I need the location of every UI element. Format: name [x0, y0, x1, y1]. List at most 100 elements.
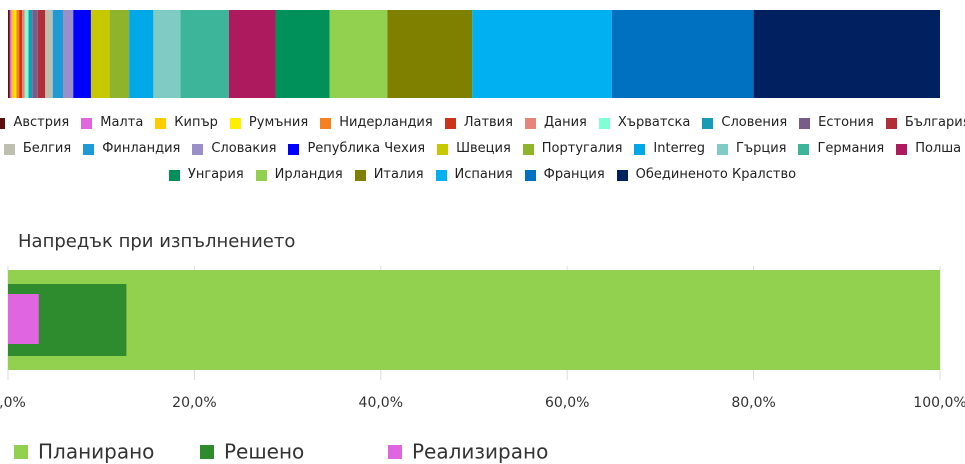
legend-label: Португалия [541, 141, 623, 156]
bar-segment [32, 10, 38, 98]
legend-label: Германия [817, 141, 885, 156]
legend-item[interactable]: Белгия [3, 136, 71, 162]
legend: Австрия Малта Кипър Румъния Нидерландия Латви… [0, 110, 965, 188]
legend-swatch [14, 445, 28, 459]
bar-segment [37, 10, 46, 98]
legend-label: Италия [373, 167, 424, 182]
legend-label: Кипър [174, 115, 218, 130]
bar-segment [62, 10, 74, 98]
x-tick-label: 60,0% [545, 395, 589, 411]
bar-segment [228, 10, 276, 98]
legend-item[interactable]: Латвия [444, 110, 513, 136]
bar-segment [11, 10, 15, 98]
legend-label: Финландия [102, 141, 181, 156]
legend-label: Полша [915, 141, 962, 156]
x-tick-label: 20,0% [172, 395, 216, 411]
legend-label: Естония [818, 115, 874, 130]
legend-label: Ирландия [274, 167, 343, 182]
legend-item[interactable]: Унгария [168, 162, 244, 188]
legend-swatch [0, 117, 6, 129]
bar-segment [45, 10, 53, 98]
legend-item[interactable]: Швеция [437, 136, 511, 162]
legend-label: Франция [543, 167, 605, 182]
bar-segment [21, 10, 25, 98]
legend-item[interactable]: Словения [702, 110, 787, 136]
legend-item[interactable]: Испания [435, 162, 513, 188]
legend-item[interactable]: Нидерландия [320, 110, 433, 136]
bar-segment [753, 10, 940, 98]
bar-segment [16, 10, 20, 98]
legend-item[interactable]: Франция [524, 162, 605, 188]
legend-swatch [799, 117, 811, 129]
legend-swatch [524, 117, 536, 129]
legend-item[interactable]: Дания [524, 110, 587, 136]
legend-label: Гърция [736, 141, 787, 156]
legend-swatch [200, 445, 214, 459]
legend-item[interactable]: Кипър [155, 110, 218, 136]
legend-label: Планирано [38, 440, 154, 464]
legend-item[interactable]: Италия [354, 162, 424, 188]
legend-label: Нидерландия [339, 115, 433, 130]
legend-item[interactable]: Португалия [522, 136, 623, 162]
legend-item[interactable]: Гърция [717, 136, 786, 162]
legend-item[interactable]: България [885, 110, 965, 136]
legend-swatch [702, 117, 714, 129]
legend-label: Словения [721, 115, 788, 130]
bar [8, 270, 940, 370]
bar-segment [275, 10, 330, 98]
legend-swatch [288, 143, 300, 155]
x-tick-label: 80,0% [731, 395, 775, 411]
legend-label: Словакия [211, 141, 277, 156]
legend-item[interactable]: Румъния [229, 110, 309, 136]
bar-segment [109, 10, 130, 98]
bar-segment [73, 10, 91, 98]
legend-item[interactable]: Австрия [0, 110, 69, 136]
legend-swatch [885, 117, 897, 129]
bar-segment [153, 10, 181, 98]
legend-item[interactable]: Хърватска [598, 110, 691, 136]
bar-segment [611, 10, 754, 98]
legend-swatch [320, 117, 332, 129]
legend-item[interactable]: Словакия [192, 136, 276, 162]
legend-swatch [155, 117, 167, 129]
legend-label: Хърватска [617, 115, 691, 130]
legend-swatch [616, 169, 628, 181]
bar-segment [9, 10, 12, 98]
legend-item[interactable]: Interreg [634, 136, 705, 162]
bar-segment [24, 10, 29, 98]
x-tick-label: 100,0% [913, 395, 965, 411]
legend-label: Испания [454, 167, 513, 182]
bar-segment [472, 10, 612, 98]
legend-item[interactable]: Република Чехия [288, 136, 425, 162]
legend-label: България [904, 115, 965, 130]
legend-item[interactable]: Естония [799, 110, 874, 136]
legend-item[interactable]: Обединеното Кралство [616, 162, 796, 188]
legend-label: Румъния [248, 115, 309, 130]
legend-label: Швеция [456, 141, 511, 156]
legend-label: Унгария [187, 167, 244, 182]
legend-label: Дания [543, 115, 587, 130]
legend-swatch [896, 143, 908, 155]
bar-segment [329, 10, 388, 98]
legend-item[interactable]: Ирландия [255, 162, 343, 188]
bar-segment [129, 10, 154, 98]
legend-swatch [717, 143, 728, 155]
x-tick-label: 0,0% [0, 395, 26, 411]
legend-swatch [81, 117, 93, 129]
legend-swatch [3, 143, 15, 155]
bar-segment [90, 10, 110, 98]
legend-item[interactable]: Германия [798, 136, 884, 162]
legend-label: Решено [224, 440, 304, 464]
legend-swatch [354, 169, 366, 181]
legend-label: Австрия [13, 115, 70, 130]
progress-title: Напредък при изпълнението [18, 231, 295, 252]
bar-segment [14, 10, 17, 98]
bar-segment [28, 10, 33, 98]
legend-item[interactable]: Малта [81, 110, 143, 136]
legend-item[interactable]: Полша [896, 136, 961, 162]
x-tick-label: 40,0% [359, 395, 403, 411]
legend-label: Република Чехия [307, 141, 426, 156]
legend-item[interactable]: Финландия [83, 136, 180, 162]
